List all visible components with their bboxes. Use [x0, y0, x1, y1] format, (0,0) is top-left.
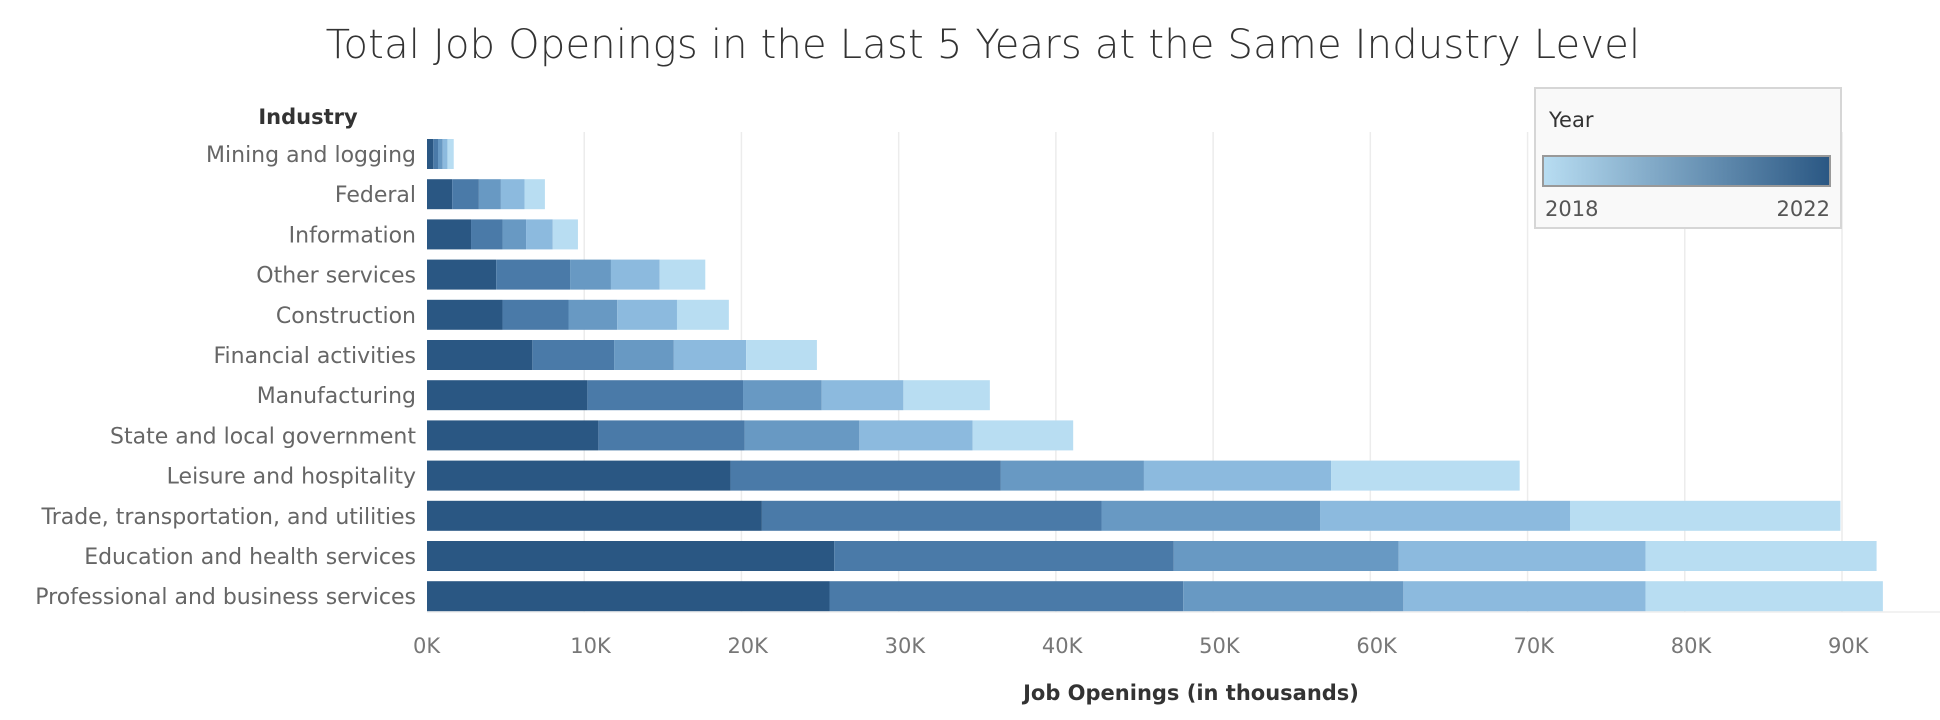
bar-segment[interactable] — [1645, 581, 1883, 612]
bar-segment[interactable] — [552, 219, 578, 250]
bar-segment[interactable] — [471, 219, 503, 250]
bar-segment[interactable] — [427, 219, 472, 250]
bar-segment[interactable] — [447, 139, 454, 169]
bar-segment[interactable] — [1320, 500, 1571, 531]
bar-segment[interactable] — [1101, 500, 1321, 531]
category-label: Leisure and hospitality — [167, 465, 416, 490]
bar-segment[interactable] — [1645, 541, 1877, 571]
bar-segment[interactable] — [570, 259, 611, 290]
category-labels: Mining and logging Federal Information Othe… — [35, 143, 416, 610]
bar-segment[interactable] — [500, 179, 525, 210]
bar-segment[interactable] — [676, 299, 729, 330]
bar-segment[interactable] — [834, 541, 1174, 571]
bar-segment[interactable] — [1143, 460, 1332, 491]
category-label: Information — [289, 223, 416, 248]
bar-segment[interactable] — [829, 581, 1184, 612]
bar-segment[interactable] — [744, 420, 860, 451]
bar-segment[interactable] — [452, 179, 479, 210]
chart-title: Total Job Openings in the Last 5 Years a… — [325, 22, 1641, 68]
bar-segment[interactable] — [524, 179, 545, 210]
bar-segment[interactable] — [587, 380, 744, 411]
bar-segment[interactable] — [972, 420, 1074, 451]
bar-segment[interactable] — [610, 259, 660, 290]
bar-segment[interactable] — [427, 259, 497, 290]
category-label: State and local government — [110, 424, 416, 449]
legend-gradient-bar — [1542, 155, 1831, 187]
x-axis-title: Job Openings (in thousands) — [1021, 681, 1359, 705]
bar-segment[interactable] — [743, 380, 822, 411]
category-label: Manufacturing — [257, 384, 416, 409]
bar-segment[interactable] — [859, 420, 973, 451]
bar-segment[interactable] — [478, 179, 501, 210]
bar-segment[interactable] — [1331, 460, 1520, 491]
bar-segment[interactable] — [427, 541, 835, 571]
bar-segment[interactable] — [659, 259, 706, 290]
bar-segment[interactable] — [617, 299, 677, 330]
bar-segment[interactable] — [438, 139, 443, 169]
bar-segment[interactable] — [427, 581, 830, 612]
category-label: Financial activities — [213, 344, 416, 369]
bar-segment[interactable] — [502, 219, 527, 250]
x-tick-label: 70K — [1514, 634, 1556, 658]
legend[interactable]: Year 2018 2022 — [1534, 87, 1842, 229]
x-tick-label: 0K — [413, 634, 441, 658]
x-tick-label: 80K — [1671, 634, 1713, 658]
bar-segment[interactable] — [442, 139, 448, 169]
category-label: Professional and business services — [35, 585, 416, 610]
x-tick-label: 30K — [885, 634, 927, 658]
x-tick-label: 20K — [727, 634, 769, 658]
x-tick-label: 90K — [1828, 634, 1870, 658]
legend-max-label: 2022 — [1777, 197, 1830, 221]
bar-segment[interactable] — [1183, 581, 1404, 612]
bar-segment[interactable] — [427, 179, 453, 210]
bar-segment[interactable] — [730, 460, 1001, 491]
bar-segment[interactable] — [746, 340, 817, 370]
x-tick-label: 50K — [1199, 634, 1241, 658]
legend-min-label: 2018 — [1545, 197, 1598, 221]
legend-title: Year — [1548, 108, 1594, 132]
bar-segment[interactable] — [614, 340, 674, 370]
category-label: Education and health services — [84, 545, 416, 570]
category-label: Federal — [335, 183, 416, 208]
bar-segment[interactable] — [1000, 460, 1144, 491]
x-tick-label: 60K — [1356, 634, 1398, 658]
bar-segment[interactable] — [427, 500, 762, 531]
bar-segment[interactable] — [427, 420, 599, 451]
bar-segment[interactable] — [427, 139, 434, 169]
bar-segment[interactable] — [496, 259, 571, 290]
bar-segment[interactable] — [903, 380, 990, 411]
bars-group — [427, 139, 1883, 612]
x-tick-label: 40K — [1042, 634, 1084, 658]
category-label: Construction — [276, 304, 416, 329]
category-label: Mining and logging — [206, 143, 416, 168]
category-label: Other services — [256, 264, 416, 289]
x-tick-label: 10K — [570, 634, 612, 658]
bar-segment[interactable] — [673, 340, 747, 370]
bar-segment[interactable] — [1403, 581, 1646, 612]
bar-segment[interactable] — [1570, 500, 1841, 531]
bar-segment[interactable] — [761, 500, 1102, 531]
bar-segment[interactable] — [568, 299, 618, 330]
bar-segment[interactable] — [427, 299, 503, 330]
bar-segment[interactable] — [427, 340, 533, 370]
bar-segment[interactable] — [821, 380, 904, 411]
x-tick-labels: 0K 10K 20K 30K 40K 50K 60K 70K 80K 90K — [413, 634, 1870, 658]
bar-segment[interactable] — [427, 460, 731, 491]
y-axis-title: Industry — [258, 105, 358, 129]
bar-segment[interactable] — [532, 340, 615, 370]
bar-segment[interactable] — [427, 380, 588, 411]
bar-segment[interactable] — [1398, 541, 1646, 571]
bar-segment[interactable] — [1173, 541, 1399, 571]
bar-segment[interactable] — [433, 139, 439, 169]
category-label: Trade, transportation, and utilities — [40, 505, 416, 530]
bar-segment[interactable] — [598, 420, 745, 451]
bar-segment[interactable] — [526, 219, 553, 250]
bar-segment[interactable] — [502, 299, 569, 330]
